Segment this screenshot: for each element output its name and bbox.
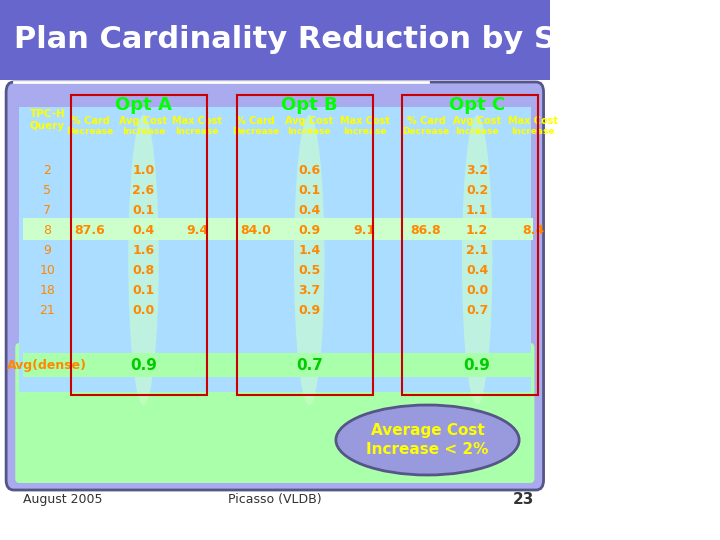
Text: Avg Cost: Avg Cost [120,116,168,126]
Text: 84.0: 84.0 [240,224,271,237]
Ellipse shape [294,115,325,405]
Text: 8: 8 [43,224,51,237]
Text: 3.2: 3.2 [466,164,488,177]
Text: 9.1: 9.1 [354,224,376,237]
Text: Increase: Increase [287,126,331,136]
FancyBboxPatch shape [19,107,531,392]
Text: 1.2: 1.2 [466,224,488,237]
Text: 0.9: 0.9 [298,224,320,237]
Text: 1.0: 1.0 [132,164,155,177]
Text: 0.7: 0.7 [466,303,488,316]
Text: 1.1: 1.1 [466,204,488,217]
Text: 0.1: 0.1 [132,204,155,217]
Text: 21: 21 [40,303,55,316]
Text: 7: 7 [43,204,51,217]
Text: 3.7: 3.7 [298,284,320,296]
Text: Avg(dense): Avg(dense) [7,359,87,372]
Text: 0.9: 0.9 [130,357,157,373]
Text: % Card: % Card [236,116,275,126]
Text: 0.6: 0.6 [298,164,320,177]
Text: Opt C: Opt C [449,96,505,114]
Text: 1.4: 1.4 [298,244,320,256]
Text: Max Cost: Max Cost [172,116,222,126]
Text: Picasso (VLDB): Picasso (VLDB) [228,494,322,507]
Text: 18: 18 [40,284,55,296]
Text: Avg Cost: Avg Cost [285,116,333,126]
Text: 86.8: 86.8 [410,224,441,237]
Text: Opt B: Opt B [281,96,338,114]
Text: Avg Cost: Avg Cost [453,116,501,126]
Text: Increase: Increase [343,126,387,136]
Text: Increase: Increase [455,126,499,136]
Text: 0.9: 0.9 [298,303,320,316]
Text: Increase: Increase [511,126,554,136]
Text: 2.1: 2.1 [466,244,488,256]
Text: 0.7: 0.7 [296,357,323,373]
Text: 0.8: 0.8 [132,264,155,276]
Text: Decrease: Decrease [232,126,279,136]
Text: Plan Cardinality Reduction by Swallowing: Plan Cardinality Reduction by Swallowing [14,25,720,55]
Text: 23: 23 [513,492,534,508]
Text: Decrease: Decrease [66,126,114,136]
Text: 2.6: 2.6 [132,184,155,197]
FancyBboxPatch shape [23,218,533,240]
FancyBboxPatch shape [0,0,549,80]
FancyBboxPatch shape [23,353,533,377]
Text: 0.5: 0.5 [298,264,320,276]
Text: 5: 5 [43,184,51,197]
Text: Average Cost
Increase < 2%: Average Cost Increase < 2% [366,423,489,457]
FancyBboxPatch shape [15,343,534,483]
Text: 2: 2 [43,164,51,177]
Text: August 2005: August 2005 [23,494,102,507]
Text: 9: 9 [43,244,51,256]
Text: 0.4: 0.4 [132,224,155,237]
Text: 0.1: 0.1 [132,284,155,296]
Ellipse shape [462,115,492,405]
Text: 10: 10 [40,264,55,276]
Text: 0.4: 0.4 [298,204,320,217]
Text: % Card: % Card [71,116,109,126]
Text: Decrease: Decrease [402,126,449,136]
Text: % Card: % Card [407,116,446,126]
Text: Max Cost: Max Cost [508,116,558,126]
Text: TPC-H
Query: TPC-H Query [30,109,66,131]
Text: 8.4: 8.4 [522,224,544,237]
Text: 0.0: 0.0 [466,284,488,296]
Ellipse shape [336,405,519,475]
Text: 1.6: 1.6 [132,244,155,256]
Text: 0.2: 0.2 [466,184,488,197]
Text: Max Cost: Max Cost [340,116,390,126]
Text: 87.6: 87.6 [75,224,105,237]
Text: Increase: Increase [122,126,166,136]
Text: 0.9: 0.9 [464,357,490,373]
FancyBboxPatch shape [6,82,544,490]
Text: 0.4: 0.4 [466,264,488,276]
Ellipse shape [128,115,159,405]
Text: 9.4: 9.4 [186,224,208,237]
Text: Increase: Increase [175,126,219,136]
Text: Opt A: Opt A [115,96,172,114]
Text: 0.0: 0.0 [132,303,155,316]
Text: 0.1: 0.1 [298,184,320,197]
